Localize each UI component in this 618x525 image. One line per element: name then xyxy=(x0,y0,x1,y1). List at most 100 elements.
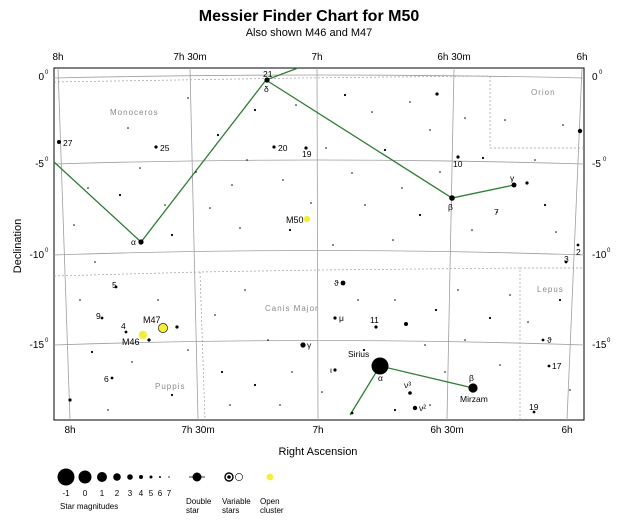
magnitude-value: 2 xyxy=(115,489,120,498)
magnitudes-label: Star magnitudes xyxy=(60,502,118,511)
magnitude-value: 0 xyxy=(83,489,88,498)
degree-mark: 0 xyxy=(45,248,49,254)
star-label: 2 xyxy=(576,247,581,257)
star-label: 10 xyxy=(453,159,463,169)
star-label: γ xyxy=(510,173,515,183)
star-label: 4 xyxy=(121,321,126,331)
degree-mark: 0 xyxy=(45,70,49,76)
magnitude-dot xyxy=(149,475,153,479)
variable-stars-label: Variable stars xyxy=(222,497,251,515)
constellation-name: Puppis xyxy=(155,382,185,391)
star-label: 6 xyxy=(104,374,109,384)
magnitude-dot xyxy=(127,474,133,480)
magnitude-value: 5 xyxy=(149,489,154,498)
ra-tick-label: 8h xyxy=(64,425,75,436)
star-label: ϑ xyxy=(547,335,552,345)
constellation-name: Orion xyxy=(531,88,556,97)
ra-tick-label: 6h xyxy=(561,425,572,436)
object-label-m46: M46 xyxy=(122,337,140,347)
star-label: 27 xyxy=(63,138,73,148)
star-label: ν² xyxy=(419,403,426,413)
star-label: 20 xyxy=(278,143,288,153)
magnitude-value: 4 xyxy=(139,489,144,498)
double-star-label: Double star xyxy=(186,497,212,515)
open-cluster-label: Open cluster xyxy=(260,497,284,515)
star-label: β xyxy=(469,373,474,383)
magnitude-value: 1 xyxy=(100,489,105,498)
chart-title: Messier Finder Chart for M50 xyxy=(198,8,420,25)
degree-mark: 0 xyxy=(599,70,603,76)
constellation-boundaries xyxy=(53,75,584,421)
star-label: γ xyxy=(307,340,312,350)
star-label: μ xyxy=(339,313,344,323)
dec-grid xyxy=(53,74,585,346)
ra-tick-label: 6h 30m xyxy=(430,425,463,436)
degree-mark: 0 xyxy=(603,157,607,163)
magnitude-value: 3 xyxy=(128,489,133,498)
constellation-name: Lepus xyxy=(537,285,564,294)
constellation-name: Canis Major xyxy=(265,304,319,313)
object-label-m50: M50 xyxy=(286,215,304,225)
faint-stars xyxy=(73,93,571,412)
ra-tick-label: 7h 30m xyxy=(173,52,206,63)
star-label: Mirzam xyxy=(460,394,488,404)
chart-frame xyxy=(53,67,585,421)
star-label: α xyxy=(131,237,136,247)
dec-tick-label: -5 xyxy=(592,159,601,170)
magnitude-dot xyxy=(78,470,92,484)
ra-tick-label: 6h 30m xyxy=(437,52,470,63)
dec-tick-label: 0 xyxy=(592,72,598,83)
open-cluster-symbol xyxy=(266,473,274,481)
star-label: β xyxy=(448,202,453,212)
ra-tick-label: 8h xyxy=(52,52,63,63)
magnitude-dot xyxy=(168,476,170,478)
ra-tick-label: 7h xyxy=(311,52,322,63)
magnitude-dot xyxy=(159,476,161,478)
magnitude-dot xyxy=(97,472,107,482)
variable-star-symbol-faint xyxy=(235,473,243,481)
ra-tick-label: 6h xyxy=(576,52,587,63)
star-label: 19 xyxy=(529,402,539,412)
degree-mark: 0 xyxy=(607,248,611,254)
star-label: 19 xyxy=(302,149,312,159)
magnitude-dot xyxy=(113,473,121,481)
x-axis-title: Right Ascension xyxy=(279,446,358,458)
magnitude-value: 7 xyxy=(167,489,172,498)
star-chart: 8h 7h 30m 7h 6h 30m 6h 8h 7h 30m 7h 6h 3… xyxy=(12,52,611,458)
constellation-name: Monoceros xyxy=(110,108,159,117)
magnitude-value: -1 xyxy=(62,489,70,498)
star-label: α xyxy=(378,373,383,383)
star-label: ι xyxy=(330,365,332,375)
star-label: 25 xyxy=(160,143,170,153)
star-label: 9 xyxy=(96,311,101,321)
star-label: 3 xyxy=(564,254,569,264)
star-label: 17 xyxy=(552,361,562,371)
bright-stars xyxy=(57,77,583,415)
degree-mark: 0 xyxy=(45,338,49,344)
dec-tick-label: -15 xyxy=(30,340,45,351)
star-label: Sirius xyxy=(348,349,369,359)
dec-tick-label: 0 xyxy=(38,72,44,83)
dec-tick-label: -10 xyxy=(30,250,45,261)
star-label: 5 xyxy=(112,280,117,290)
ra-tick-label: 7h xyxy=(312,425,323,436)
magnitude-value: 6 xyxy=(158,489,163,498)
magnitude-scale xyxy=(57,468,170,486)
star-label: 11 xyxy=(370,315,379,325)
dec-tick-label: -5 xyxy=(35,159,44,170)
degree-mark: 0 xyxy=(45,157,49,163)
open-clusters xyxy=(138,215,311,340)
dec-tick-label: -10 xyxy=(592,250,607,261)
chart-subtitle: Also shown M46 and M47 xyxy=(245,27,373,39)
star-label: 21 xyxy=(263,69,273,79)
ra-grid xyxy=(57,67,583,421)
star-label: ν³ xyxy=(404,380,411,390)
star-label: δ xyxy=(264,84,269,94)
object-label-m47: M47 xyxy=(143,315,161,325)
degree-mark: 0 xyxy=(607,338,611,344)
legend: -1 0 1 2 3 4 5 6 7 Star magnitudes Doubl… xyxy=(57,468,284,515)
y-axis-title: Declination xyxy=(12,219,24,273)
constellation-lines xyxy=(53,67,515,416)
star-label: 7 xyxy=(494,207,499,217)
star-label: ϑ xyxy=(334,278,339,288)
